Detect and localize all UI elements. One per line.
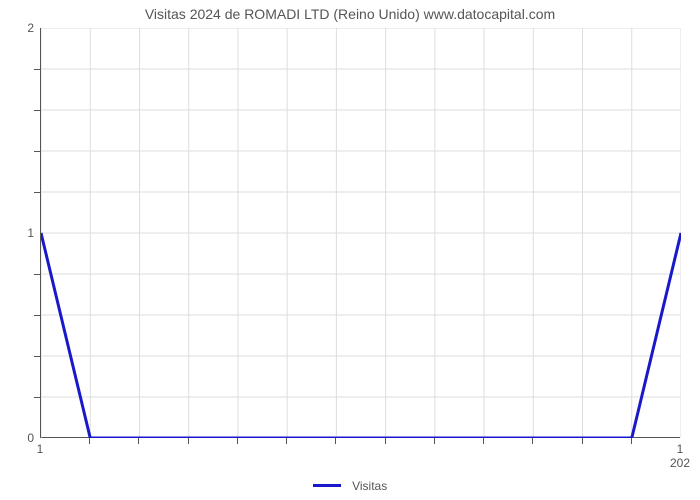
- x-tick-label: 1: [677, 442, 684, 456]
- y-minor-tick: [34, 69, 40, 70]
- y-minor-tick: [34, 397, 40, 398]
- plot-svg: [41, 28, 681, 438]
- x-minor-tick: [286, 438, 287, 444]
- x-minor-tick: [335, 438, 336, 444]
- legend: Visitas: [0, 478, 700, 493]
- x-minor-tick: [237, 438, 238, 444]
- y-minor-tick: [34, 274, 40, 275]
- y-minor-tick: [34, 192, 40, 193]
- x-tick-label: 1: [37, 442, 44, 456]
- x-minor-tick: [582, 438, 583, 444]
- legend-swatch: [313, 484, 341, 487]
- x-minor-tick: [138, 438, 139, 444]
- chart-container: Visitas 2024 de ROMADI LTD (Reino Unido)…: [0, 0, 700, 500]
- x-secondary-label: 202: [670, 456, 690, 470]
- x-minor-tick: [89, 438, 90, 444]
- chart-title: Visitas 2024 de ROMADI LTD (Reino Unido)…: [0, 6, 700, 22]
- y-minor-tick: [34, 356, 40, 357]
- x-minor-tick: [483, 438, 484, 444]
- x-minor-tick: [385, 438, 386, 444]
- x-minor-tick: [188, 438, 189, 444]
- x-minor-tick: [631, 438, 632, 444]
- y-tick-label: 2: [14, 21, 34, 35]
- y-minor-tick: [34, 110, 40, 111]
- legend-label: Visitas: [352, 479, 387, 493]
- x-minor-tick: [434, 438, 435, 444]
- x-minor-tick: [532, 438, 533, 444]
- plot-area: [40, 28, 680, 438]
- y-minor-tick: [34, 151, 40, 152]
- y-tick-label: 1: [14, 226, 34, 240]
- y-tick-label: 0: [14, 431, 34, 445]
- y-minor-tick: [34, 315, 40, 316]
